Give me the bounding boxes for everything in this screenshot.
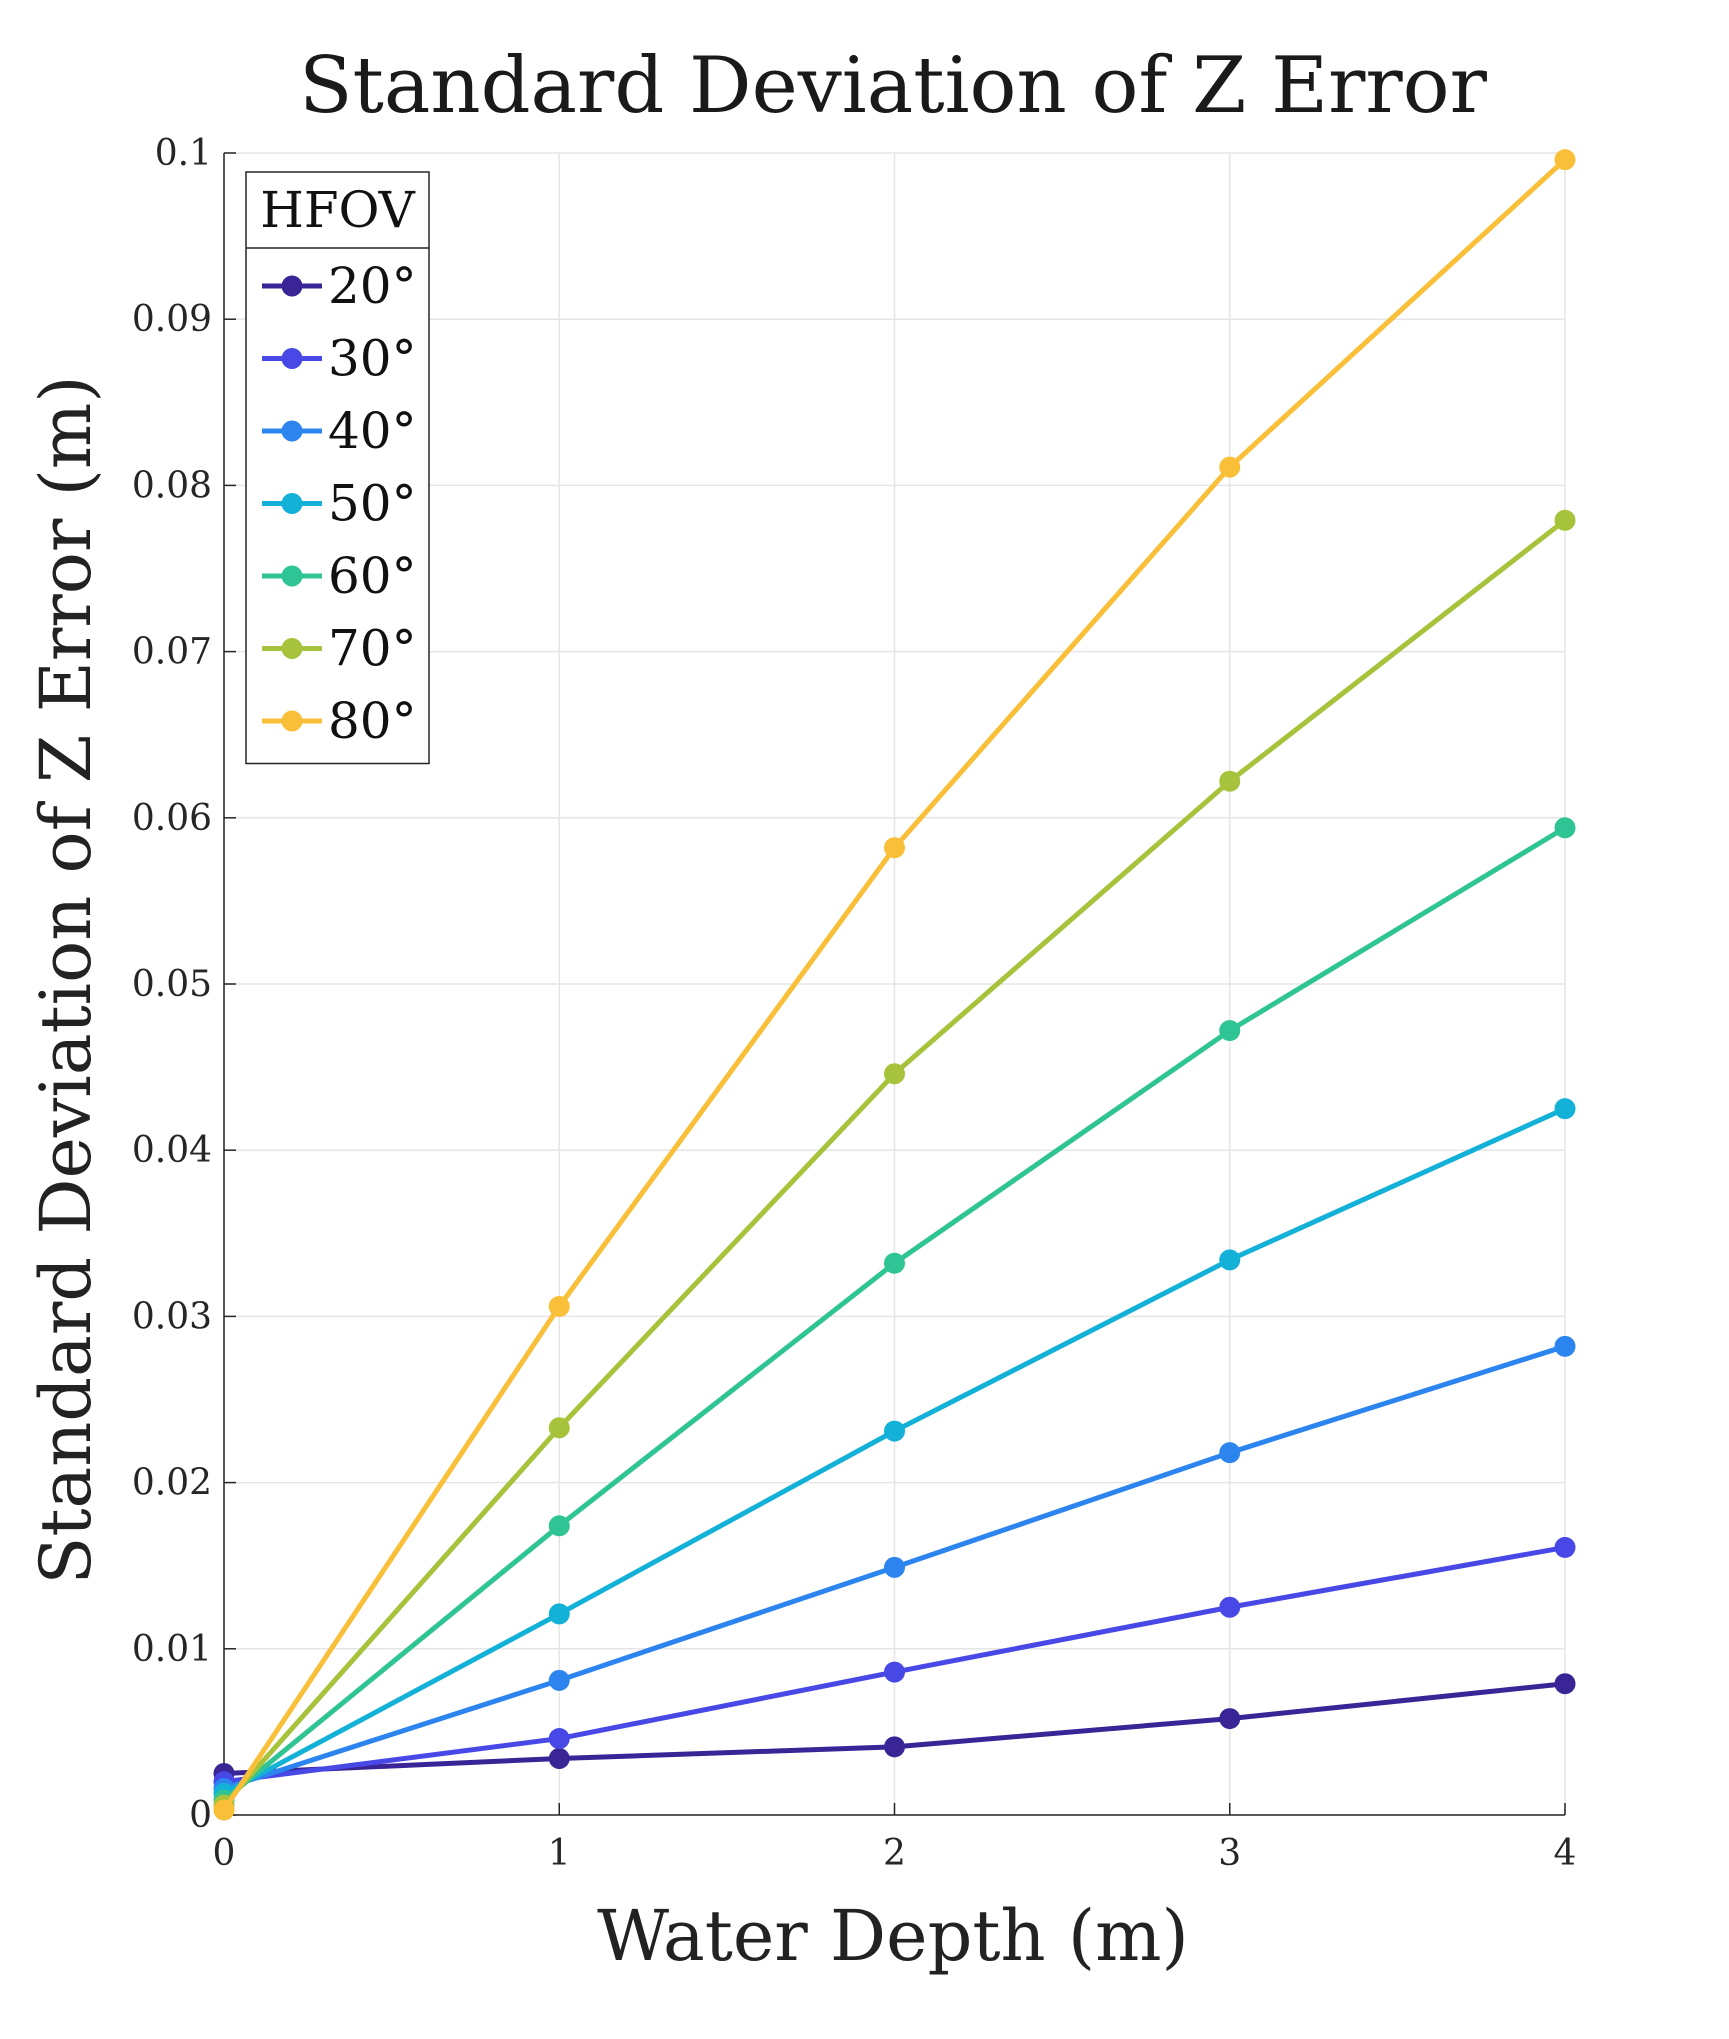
legend-title: HFOV	[260, 181, 415, 239]
legend: HFOV 20° 30° 40° 50° 60° 70° 80°	[245, 171, 430, 765]
legend-label: 80°	[328, 692, 417, 750]
legend-marker	[281, 420, 303, 442]
data-point	[1554, 1673, 1576, 1695]
legend-item: 60°	[262, 547, 417, 605]
x-tick-label: 3	[1218, 1833, 1241, 1874]
legend-label: 60°	[328, 547, 417, 605]
legend-label: 20°	[328, 257, 417, 315]
legend-marker	[281, 275, 303, 297]
data-point	[548, 1669, 570, 1691]
y-tick-label: 0.08	[132, 465, 212, 506]
legend-item: 70°	[262, 620, 417, 678]
data-point	[1554, 149, 1576, 171]
legend-label: 70°	[328, 620, 417, 678]
data-point	[1219, 1596, 1241, 1618]
y-tick-label: 0.03	[132, 1296, 212, 1337]
chart-title: Standard Deviation of Z Error	[299, 41, 1488, 131]
data-point	[884, 1556, 905, 1578]
data-point	[1219, 1708, 1241, 1730]
data-point	[884, 1736, 905, 1758]
legend-marker	[281, 348, 303, 369]
legend-label: 50°	[328, 475, 417, 533]
data-point	[884, 837, 905, 859]
y-tick-label: 0.02	[132, 1463, 212, 1504]
x-tick-label: 2	[883, 1833, 906, 1874]
series-layer	[213, 149, 1576, 1821]
x-tick-label: 4	[1554, 1833, 1577, 1874]
data-point	[1219, 1020, 1241, 1042]
data-point	[548, 1747, 570, 1769]
data-point	[1554, 1335, 1576, 1357]
data-point	[1554, 1536, 1576, 1558]
y-tick-label: 0.06	[132, 798, 212, 839]
legend-marker	[281, 565, 303, 587]
data-point	[884, 1661, 905, 1683]
data-point	[884, 1252, 905, 1274]
data-point	[1554, 817, 1576, 839]
data-point	[548, 1603, 570, 1625]
y-tick-label: 0.05	[132, 964, 212, 1005]
data-point	[884, 1063, 905, 1085]
y-tick-label: 0.07	[132, 632, 212, 673]
x-axis-label: Water Depth (m)	[597, 1895, 1189, 1977]
x-tick-label: 1	[548, 1833, 571, 1874]
data-point	[548, 1728, 570, 1750]
legend-box	[245, 171, 430, 765]
legend-marker	[281, 493, 303, 514]
y-tick-label: 0.09	[132, 299, 212, 340]
series-1	[213, 1536, 1576, 1793]
data-point	[1219, 1249, 1241, 1271]
legend-item: 20°	[262, 257, 417, 315]
y-tick-label: 0.1	[155, 133, 212, 174]
legend-label: 40°	[328, 402, 417, 460]
legend-marker	[281, 638, 303, 659]
legend-marker	[281, 710, 303, 732]
series-6	[213, 149, 1576, 1821]
y-tick-label: 0.04	[132, 1130, 212, 1171]
x-tick-label: 0	[213, 1833, 236, 1874]
data-point	[548, 1295, 570, 1317]
data-point	[548, 1417, 570, 1439]
legend-item: 50°	[262, 475, 417, 533]
y-tick-label: 0.01	[132, 1629, 212, 1670]
data-point	[1219, 1442, 1241, 1464]
axes: 0 1 2 3 4 0 0.01 0.02 0.03 0.04 0.05 0.06 0.07 0.08 0.…	[132, 133, 1577, 1874]
data-point	[213, 1799, 235, 1821]
data-point	[548, 1515, 570, 1537]
series-0	[213, 1673, 1576, 1784]
legend-item: 30°	[262, 330, 417, 388]
legend-item: 40°	[262, 402, 417, 460]
data-point	[1554, 1098, 1576, 1120]
data-point	[1554, 509, 1576, 531]
y-axis-label: Standard Deviation of Z Error (m)	[25, 375, 107, 1584]
data-point	[1219, 770, 1241, 792]
y-tick-label: 0	[189, 1795, 212, 1836]
legend-item: 80°	[262, 692, 417, 750]
data-point	[884, 1420, 905, 1442]
data-point	[1219, 456, 1241, 478]
legend-label: 30°	[328, 330, 417, 388]
